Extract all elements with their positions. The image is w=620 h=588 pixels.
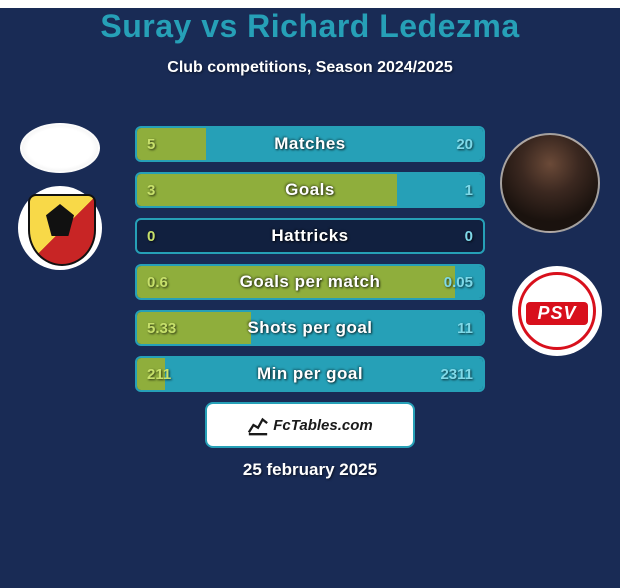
stat-row: 0.60.05Goals per match (135, 264, 485, 300)
title-player1: Suray (100, 8, 191, 44)
chart-icon (247, 414, 269, 436)
stat-row: 31Goals (135, 172, 485, 208)
stat-label: Goals per match (137, 266, 483, 298)
stat-label: Shots per goal (137, 312, 483, 344)
stat-label: Matches (137, 128, 483, 160)
player1-avatar (20, 123, 100, 173)
player2-club-logo (512, 266, 602, 356)
title-vs: vs (192, 8, 247, 44)
stat-row: 5.3311Shots per goal (135, 310, 485, 346)
brand-text: FcTables.com (273, 417, 372, 434)
brand-badge: FcTables.com (205, 402, 415, 448)
stat-label: Goals (137, 174, 483, 206)
stat-row: 2112311Min per goal (135, 356, 485, 392)
date-text: 25 february 2025 (0, 460, 620, 480)
player2-avatar (500, 133, 600, 233)
stat-row: 00Hattricks (135, 218, 485, 254)
stats-panel: 520Matches 31Goals 00Hattricks 0.60.05Goals… (135, 126, 485, 402)
subtitle: Club competitions, Season 2024/2025 (0, 59, 620, 77)
stat-label: Min per goal (137, 358, 483, 390)
title-player2: Richard Ledezma (247, 8, 519, 44)
stat-label: Hattricks (137, 220, 483, 252)
page-title: Suray vs Richard Ledezma (0, 8, 620, 45)
stat-row: 520Matches (135, 126, 485, 162)
comparison-card: Suray vs Richard Ledezma Club competitio… (0, 8, 620, 588)
player1-club-logo (18, 186, 102, 270)
